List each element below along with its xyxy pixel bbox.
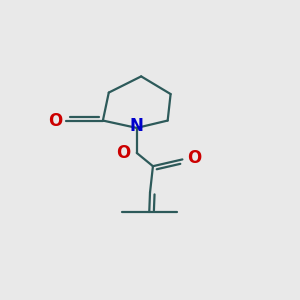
Text: O: O bbox=[116, 144, 130, 162]
Text: N: N bbox=[130, 117, 144, 135]
Text: O: O bbox=[48, 112, 62, 130]
Text: O: O bbox=[187, 149, 201, 167]
